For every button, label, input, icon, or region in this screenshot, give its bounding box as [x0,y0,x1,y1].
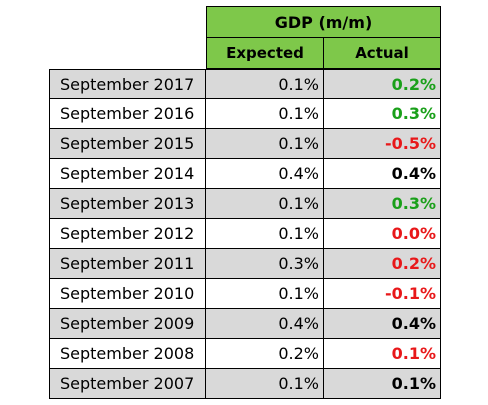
gdp-data-table: September 2017 0.1% 0.2% September 2016 0.1%… [49,69,441,399]
expected-cell: 0.1% [206,279,324,309]
expected-cell: 0.1% [206,219,324,249]
table-row: September 2010 0.1% -0.1% [49,279,441,309]
expected-cell: 0.4% [206,159,324,189]
expected-cell: 0.1% [206,189,324,219]
column-headers: Expected Actual [206,38,441,69]
expected-cell: 0.4% [206,309,324,339]
expected-cell: 0.1% [206,129,324,159]
table-row: September 2012 0.1% 0.0% [49,219,441,249]
actual-cell: 0.2% [324,249,441,279]
date-cell: September 2007 [49,369,206,399]
date-cell: September 2015 [49,129,206,159]
date-cell: September 2013 [49,189,206,219]
date-cell: September 2008 [49,339,206,369]
date-cell: September 2010 [49,279,206,309]
actual-cell: 0.1% [324,369,441,399]
table-row: September 2014 0.4% 0.4% [49,159,441,189]
table-row: September 2017 0.1% 0.2% [49,69,441,99]
actual-cell: 0.2% [324,69,441,99]
expected-column-header: Expected [206,38,324,69]
date-cell: September 2016 [49,99,206,129]
date-cell: September 2011 [49,249,206,279]
date-cell: September 2009 [49,309,206,339]
expected-cell: 0.1% [206,69,324,99]
date-cell: September 2017 [49,69,206,99]
table-row: September 2011 0.3% 0.2% [49,249,441,279]
actual-cell: 0.1% [324,339,441,369]
actual-column-header: Actual [324,38,441,69]
actual-cell: 0.0% [324,219,441,249]
expected-cell: 0.1% [206,99,324,129]
expected-cell: 0.3% [206,249,324,279]
actual-cell: -0.5% [324,129,441,159]
table-row: September 2008 0.2% 0.1% [49,339,441,369]
date-cell: September 2014 [49,159,206,189]
expected-cell: 0.2% [206,339,324,369]
actual-cell: 0.3% [324,99,441,129]
actual-cell: -0.1% [324,279,441,309]
table-row: September 2013 0.1% 0.3% [49,189,441,219]
date-cell: September 2012 [49,219,206,249]
table-row: September 2009 0.4% 0.4% [49,309,441,339]
expected-cell: 0.1% [206,369,324,399]
table-row: September 2016 0.1% 0.3% [49,99,441,129]
actual-cell: 0.4% [324,309,441,339]
actual-cell: 0.3% [324,189,441,219]
actual-cell: 0.4% [324,159,441,189]
table-row: September 2015 0.1% -0.5% [49,129,441,159]
table-row: September 2007 0.1% 0.1% [49,369,441,399]
table-title: GDP (m/m) [206,6,441,38]
